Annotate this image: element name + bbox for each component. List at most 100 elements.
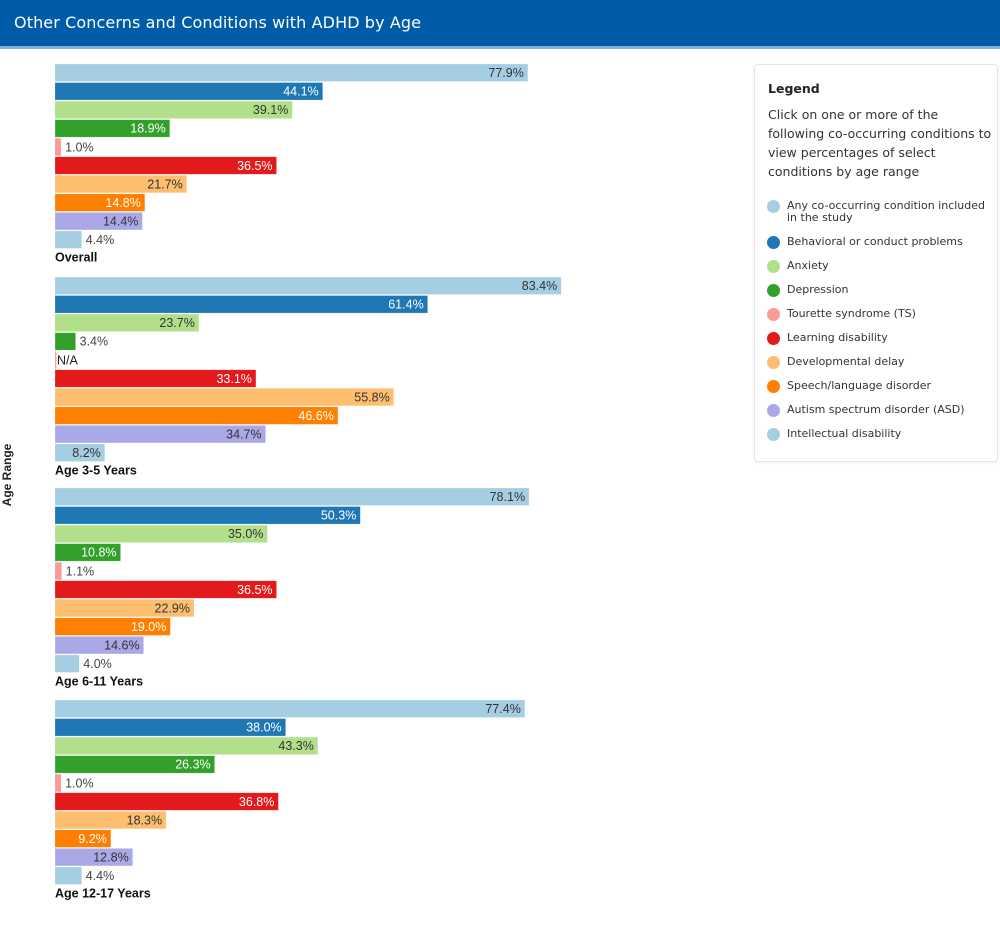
bar[interactable] [54, 137, 62, 156]
bar[interactable] [54, 100, 293, 119]
bar[interactable] [54, 736, 319, 755]
bar-value-label: 14.6% [104, 638, 139, 652]
legend-dot-icon [767, 200, 780, 213]
bar[interactable] [54, 755, 215, 774]
bar[interactable] [54, 792, 279, 811]
y-axis-label: Age Range [0, 443, 14, 506]
legend-item-label: Tourette syndrome (TS) [787, 307, 916, 320]
bar[interactable] [54, 387, 395, 407]
bar[interactable] [54, 119, 171, 138]
bar-value-label: 36.5% [237, 583, 272, 597]
legend-item[interactable]: Intellectual disability [767, 426, 992, 441]
legend-dot-icon [767, 260, 780, 273]
bar-value-label: 77.4% [485, 702, 520, 716]
bar[interactable] [54, 82, 323, 101]
bar[interactable] [54, 636, 144, 655]
legend-dot-icon [767, 428, 780, 441]
legend-item[interactable]: Any co-occurring condition included in t… [767, 198, 992, 223]
bar[interactable] [54, 543, 121, 562]
bar[interactable] [54, 598, 195, 618]
bar[interactable] [54, 699, 526, 718]
legend-dot-icon [767, 356, 780, 369]
bar[interactable] [54, 425, 266, 444]
legend-item[interactable]: Speech/language disorder [767, 378, 992, 393]
legend-dot-icon [767, 380, 780, 393]
bar-value-label: 4.4% [86, 233, 115, 247]
bar-value-label: N/A [57, 353, 79, 367]
bar-value-label: 9.2% [78, 832, 107, 846]
bar[interactable] [54, 212, 143, 231]
bar[interactable] [54, 829, 112, 848]
bar-group: 77.4% 38.0% 43.3% 26.3% 1.0% 36.8% 18.3% 9.2% 12… [54, 699, 526, 901]
bar[interactable] [54, 866, 83, 885]
bar-value-label: 4.0% [83, 657, 112, 671]
bar[interactable] [54, 332, 76, 351]
bar-value-label: 22.9% [155, 601, 190, 615]
bar-value-label: 55.8% [354, 390, 389, 404]
bar[interactable] [54, 848, 133, 867]
bar-group: 78.1% 50.3% 35.0% 10.8% 1.1% 36.5% 22.9% 19.0% 1… [54, 487, 530, 689]
legend-item[interactable]: Autism spectrum disorder (ASD) [767, 402, 992, 417]
bar-value-label: 23.7% [159, 316, 194, 330]
bar-value-label: 1.0% [65, 776, 94, 790]
bar[interactable] [54, 175, 188, 194]
bar[interactable] [54, 561, 62, 581]
bar-value-label: 35.0% [228, 527, 263, 541]
legend-item[interactable]: Learning disability [767, 330, 992, 345]
bar[interactable] [54, 524, 268, 543]
legend-item[interactable]: Tourette syndrome (TS) [767, 306, 992, 321]
bar[interactable] [54, 810, 167, 830]
bar[interactable] [54, 63, 529, 82]
legend-item-label: Depression [787, 283, 849, 296]
bar[interactable] [54, 295, 428, 314]
legend-dot-icon [767, 236, 780, 249]
category-label: Age 6-11 Years [55, 675, 143, 689]
legend-item[interactable]: Anxiety [767, 258, 992, 273]
bar[interactable] [54, 369, 257, 388]
bar-value-label: 3.4% [80, 335, 109, 349]
legend-dot-icon [767, 404, 780, 417]
bar-value-label: 36.5% [237, 159, 272, 173]
bar[interactable] [54, 313, 200, 332]
legend-item[interactable]: Developmental delay [767, 354, 992, 369]
bar[interactable] [54, 443, 106, 462]
grouped-bar-chart: Age Range 77.9% 44.1% 39.1% 18.9% 1.0% 36.5% 21… [0, 63, 562, 901]
bar[interactable] [54, 350, 57, 370]
bar[interactable] [54, 487, 530, 506]
bar-value-label: 12.8% [93, 850, 128, 864]
legend-item-label: Intellectual disability [787, 427, 902, 440]
bar-group: 83.4% 61.4% 23.7% 3.4%N/A 33.1% 55.8% 46.6% 34.… [54, 276, 562, 478]
bar-value-label: 4.4% [86, 869, 115, 883]
category-label: Age 12-17 Years [55, 887, 151, 901]
page-header: Other Concerns and Conditions with ADHD … [0, 0, 1000, 49]
bar[interactable] [54, 580, 277, 599]
bar[interactable] [54, 506, 361, 525]
bar[interactable] [54, 718, 286, 737]
bar[interactable] [54, 276, 562, 295]
bar[interactable] [54, 773, 62, 793]
bar[interactable] [54, 156, 277, 175]
bar-value-label: 43.3% [278, 739, 313, 753]
bar[interactable] [54, 406, 339, 425]
bar-value-label: 14.8% [105, 196, 140, 210]
bar[interactable] [54, 230, 83, 249]
legend-item[interactable]: Behavioral or conduct problems [767, 234, 992, 249]
bar-value-label: 34.7% [226, 427, 261, 441]
legend-panel: Legend Click on one or more of the follo… [754, 64, 998, 462]
bar-value-label: 21.7% [147, 177, 182, 191]
bar-value-label: 38.0% [246, 721, 281, 735]
bar-value-label: 78.1% [490, 490, 525, 504]
bar-value-label: 33.1% [216, 372, 251, 386]
legend-item-label: Behavioral or conduct problems [787, 235, 963, 248]
bar-value-label: 1.1% [66, 564, 95, 578]
bar[interactable] [54, 193, 146, 212]
page-title: Other Concerns and Conditions with ADHD … [14, 13, 422, 32]
legend-item-label: Speech/language disorder [787, 379, 932, 392]
bar[interactable] [54, 617, 171, 636]
legend-title: Legend [768, 81, 820, 96]
bar-value-label: 26.3% [175, 758, 210, 772]
legend-item-label: Autism spectrum disorder (ASD) [787, 403, 965, 416]
bar[interactable] [54, 654, 80, 673]
legend-item[interactable]: Depression [767, 282, 992, 297]
bar-value-label: 77.9% [488, 66, 523, 80]
